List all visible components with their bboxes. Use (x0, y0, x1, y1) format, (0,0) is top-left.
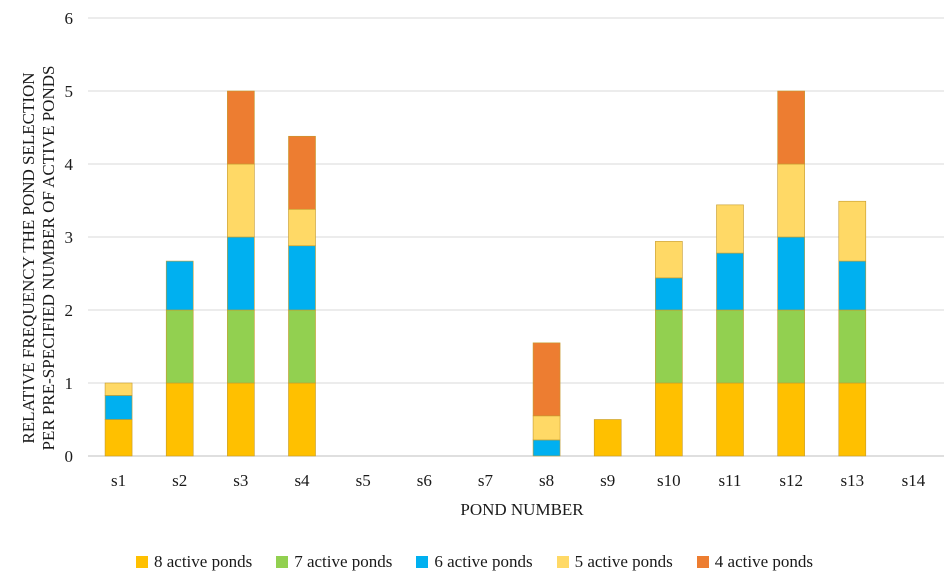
bar-segment (165, 260, 194, 311)
legend-swatch (135, 556, 148, 568)
x-tick-label: s2 (172, 471, 187, 490)
y-tick-label: 0 (65, 447, 74, 466)
y-axis-title-line-1: RELATIVE FREQUENCY THE POND SELECTION (19, 72, 38, 443)
bar-segment (777, 90, 805, 165)
bar-segment (716, 382, 744, 457)
bar-segment (227, 382, 255, 457)
bar-segment (777, 163, 805, 238)
x-tick-label: s12 (779, 471, 803, 490)
y-tick-labels: 0 1 2 3 4 5 6 (65, 9, 74, 466)
y-tick-label: 1 (65, 374, 74, 393)
x-tick-label: s6 (417, 471, 432, 490)
bar-segment (104, 419, 133, 457)
x-tick-label: s8 (539, 471, 554, 490)
bar-segment (655, 382, 683, 457)
legend-swatch (556, 556, 569, 568)
bar-segment (104, 382, 133, 396)
legend-item: 6 active ponds (416, 552, 533, 572)
legend-item: 7 active ponds (276, 552, 392, 572)
legend-label: 5 active ponds (574, 552, 673, 571)
bar-segment (288, 309, 316, 384)
bar-segment (227, 309, 255, 384)
legend-item: 5 active ponds (556, 552, 673, 572)
y-tick-label: 6 (65, 9, 74, 28)
legend-label: 4 active ponds (714, 552, 813, 571)
legend-swatch (416, 556, 429, 568)
bar-segment (165, 309, 194, 384)
x-tick-label: s3 (233, 471, 248, 490)
bar-segment (165, 382, 194, 457)
gridlines (88, 17, 944, 457)
x-tick-label: s13 (840, 471, 864, 490)
legend-label: 8 active ponds (153, 552, 253, 571)
legend-item: 4 active ponds (696, 552, 813, 572)
bar-segment (288, 135, 316, 210)
bar-segment (288, 382, 316, 457)
bar-segment (227, 90, 255, 165)
bar-segment (104, 395, 133, 420)
x-tick-label: s9 (600, 471, 615, 490)
bar-segment (716, 252, 744, 311)
bar-segment (532, 439, 561, 457)
legend-label: 6 active ponds (434, 552, 533, 571)
y-tick-label: 2 (65, 301, 74, 320)
y-tick-label: 5 (65, 82, 74, 101)
x-tick-label: s4 (294, 471, 310, 490)
bar-segment (227, 163, 255, 238)
legend: 8 active ponds 7 active ponds 6 active pon… (0, 552, 949, 572)
bar-segment (655, 241, 683, 279)
bar-segment (838, 200, 867, 262)
bars (104, 90, 867, 457)
bar-segment (777, 382, 805, 457)
bar-segment (838, 260, 867, 311)
bar-segment (777, 236, 805, 311)
bar-segment (532, 415, 561, 441)
bar-segment (716, 309, 744, 384)
x-tick-label: s14 (902, 471, 926, 490)
bar-segment (655, 277, 683, 311)
bar-segment (777, 309, 805, 384)
bar-segment (288, 245, 316, 311)
bar-segment (288, 208, 316, 247)
y-axis-title-line-2: PER PRE-SPECIFIED NUMBER OF ACTIVE PONDS (39, 66, 58, 451)
bar-segment (838, 382, 867, 457)
legend-label: 7 active ponds (294, 552, 393, 571)
x-tick-label: s7 (478, 471, 494, 490)
legend-item: 8 active ponds (135, 552, 253, 572)
legend-swatch (276, 556, 289, 568)
x-tick-labels: s1 s2 s3 s4 s5 s6 s7 s8 s9 s10 s11 s12 s13 s14 (111, 471, 926, 490)
legend-swatch (696, 556, 709, 568)
x-tick-label: s11 (719, 471, 742, 490)
bar-segment (716, 204, 744, 254)
x-axis-title: POND NUMBER (460, 500, 584, 519)
y-tick-label: 4 (65, 155, 74, 174)
bar-segment (593, 419, 622, 457)
x-tick-label: s10 (657, 471, 681, 490)
bar-segment (227, 236, 255, 311)
x-tick-label: s5 (356, 471, 371, 490)
bar-segment (655, 309, 683, 384)
y-tick-label: 3 (65, 228, 74, 247)
bar-segment (838, 309, 867, 384)
bar-segment (532, 342, 561, 417)
x-tick-label: s1 (111, 471, 126, 490)
